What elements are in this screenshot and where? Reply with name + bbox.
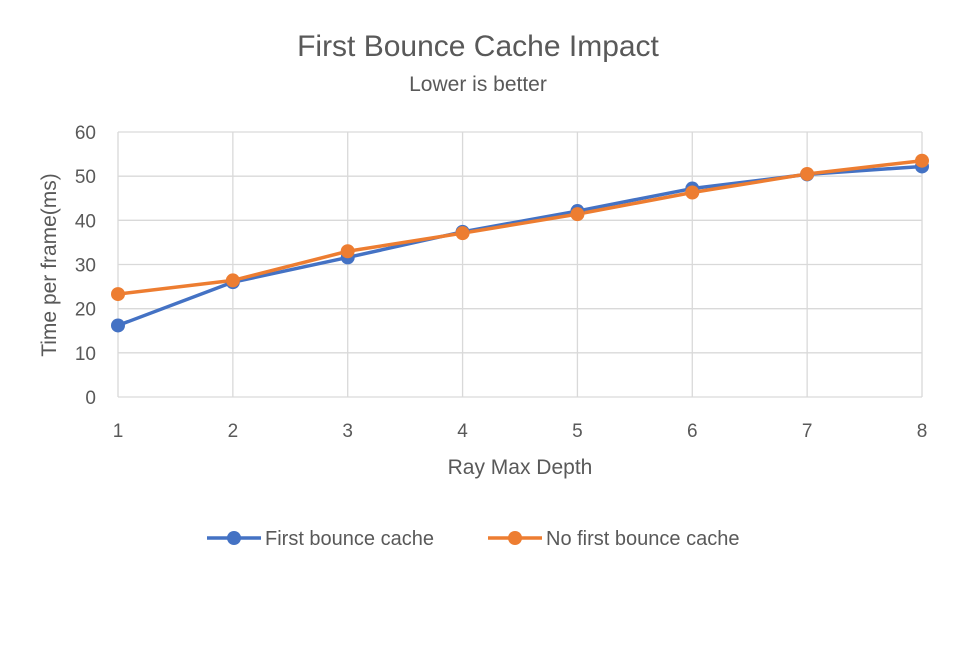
- data-point-series-1: [455, 226, 470, 241]
- y-tick-label: 30: [75, 256, 96, 277]
- x-tick-label: 6: [687, 421, 698, 442]
- legend-marker-swatch: [508, 531, 522, 545]
- data-point-series-1: [570, 207, 585, 222]
- x-tick-label: 1: [113, 421, 124, 442]
- data-point-series-1: [111, 287, 125, 302]
- series-points: [111, 153, 929, 333]
- x-tick-label: 7: [802, 421, 813, 442]
- series-line-1: [116, 158, 924, 296]
- data-point-series-0: [111, 318, 125, 333]
- y-tick-label: 20: [75, 300, 96, 321]
- x-tick-label: 2: [228, 421, 239, 442]
- y-tick-label: 50: [75, 167, 96, 188]
- data-point-series-1: [685, 185, 700, 200]
- y-axis-ticks: 0 10 20 30 40 50 60: [75, 123, 96, 409]
- x-tick-label: 3: [342, 421, 353, 442]
- y-tick-label: 60: [75, 123, 96, 144]
- legend-label: No first bounce cache: [546, 528, 739, 550]
- y-tick-label: 0: [85, 388, 96, 409]
- x-axis-ticks: 1 2 3 4 5 6 7 8: [113, 421, 928, 442]
- chart-subtitle: Lower is better: [409, 73, 547, 96]
- legend: First bounce cache No first bounce cache: [207, 528, 739, 550]
- y-axis-title: Time per frame(ms): [38, 173, 61, 357]
- x-tick-label: 5: [572, 421, 583, 442]
- y-tick-label: 40: [75, 211, 96, 232]
- data-point-series-1: [225, 273, 240, 288]
- series-line-0: [116, 164, 924, 328]
- data-point-series-1: [800, 166, 815, 181]
- legend-marker-swatch: [227, 531, 241, 545]
- data-point-series-1: [915, 153, 929, 168]
- x-tick-label: 4: [457, 421, 468, 442]
- y-tick-label: 10: [75, 344, 96, 365]
- data-point-series-1: [340, 244, 355, 259]
- x-axis-title: Ray Max Depth: [448, 456, 593, 479]
- series-lines: [116, 158, 924, 328]
- chart-title: First Bounce Cache Impact: [297, 30, 659, 63]
- legend-label: First bounce cache: [265, 528, 434, 550]
- x-tick-label: 8: [917, 421, 928, 442]
